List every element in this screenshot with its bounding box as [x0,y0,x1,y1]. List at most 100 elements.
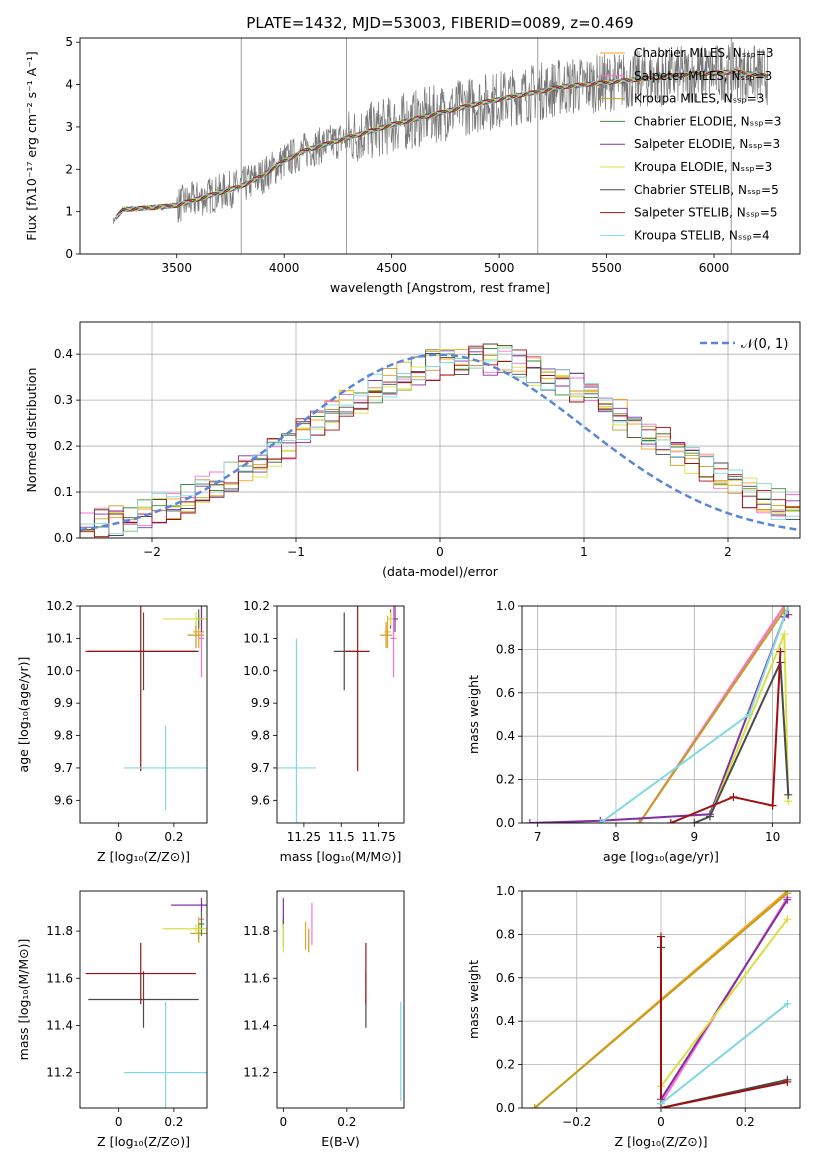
legend-label: Kroupa STELIB, Nₛₛₚ=4 [634,228,770,242]
y-axis-label: mass [log₁₀(M/M⊙)] [16,939,31,1061]
axes-frame [79,890,208,1109]
x-tick-label: 1 [580,545,588,559]
weight-line [638,609,786,823]
chart-title: PLATE=1432, MJD=53003, FIBERID=0089, z=0… [246,14,633,32]
weight-marker [776,647,785,656]
plot-area-age-vs-mass [277,606,399,823]
x-tick-label: 11.75 [361,830,395,844]
y-tick-label: 9.6 [54,793,73,807]
axes-frame [521,605,801,824]
x-tick-label: 0.2 [164,1115,183,1129]
weight-marker [596,819,605,823]
x-tick-label: 0.2 [736,1115,755,1129]
y-tick-label: 10.0 [46,664,73,678]
legend-label: 𝒩(0, 1) [741,337,788,352]
y-tick-label: 9.6 [251,793,270,807]
y-tick-label: 10.2 [243,599,270,613]
weight-line [660,936,788,1108]
weight-marker [780,630,789,639]
y-tick-label: 0.2 [54,439,73,453]
weight-marker [783,895,792,904]
y-tick-label: 0.3 [54,393,73,407]
x-tick-label: 9 [690,830,698,844]
residual-histogram [80,345,800,538]
weight-line [660,918,789,1087]
weight-marker [768,801,777,810]
legend-label: Kroupa ELODIE, Nₛₛₚ=3 [634,160,772,174]
legend-label: Chabrier ELODIE, Nₛₛₚ=3 [634,114,781,128]
y-axis-label: Normed distribution [24,368,39,493]
plot-area-weight-vs-Z [530,891,792,1108]
weight-line [670,651,782,823]
weight-line [660,899,789,1100]
weight-marker [784,790,793,799]
weight-marker [729,792,738,801]
axes-frame [521,890,801,1109]
legend-label: Salpeter MILES, Nₛₛₚ=3 [634,69,772,83]
x-tick-label: 0.2 [337,1115,356,1129]
y-tick-label: 11.6 [46,971,73,985]
plot-area-residuals [80,343,800,538]
plot-area-mass-vs-ebv [282,898,402,1101]
y-tick-label: 0.4 [496,1014,515,1028]
y-tick-label: 0.6 [496,686,515,700]
x-tick-label: 0 [657,1115,665,1129]
plot-area-weight-vs-age [525,606,793,823]
y-tick-label: 11.6 [243,971,270,985]
x-tick-label: 4500 [376,261,407,275]
y-tick-label: 11.8 [243,924,270,938]
x-axis-label: mass [log₁₀(M/M⊙)] [280,849,402,864]
data-spectrum-line [112,41,769,225]
y-tick-label: 0.0 [496,1101,515,1115]
x-axis-label: (data-model)/error [382,564,499,579]
plot-area-age-vs-Z [85,606,207,811]
y-tick-label: 10.1 [243,631,270,645]
weight-line [660,1003,789,1105]
weight-line [693,661,790,823]
x-tick-label: 0 [280,1115,288,1129]
y-tick-label: 0.4 [54,347,73,361]
y-tick-label: 9.7 [251,761,270,775]
model-spectrum-line [116,69,769,216]
x-tick-label: 10 [765,830,780,844]
weight-marker [783,999,792,1008]
y-tick-label: 10.1 [46,631,73,645]
y-tick-label: 0.2 [496,773,515,787]
y-tick-label: 4 [65,78,73,92]
weight-marker [530,1104,539,1108]
y-tick-label: 1 [65,205,73,219]
x-tick-label: 11.5 [328,830,355,844]
model-spectrum-line [116,69,768,217]
y-axis-label: mass weight [466,960,481,1039]
x-tick-label: 3500 [161,261,192,275]
y-tick-label: 9.9 [251,696,270,710]
model-spectrum-line [116,69,769,217]
y-tick-label: 0.6 [496,971,515,985]
x-tick-label: −2 [143,545,161,559]
residual-histogram [80,343,800,536]
y-tick-label: 9.8 [251,729,270,743]
axes-frame [79,605,208,824]
y-tick-label: 10.2 [46,599,73,613]
y-tick-label: 0.0 [54,531,73,545]
y-axis-label: age [log₁₀(age/yr)] [16,657,31,773]
weight-line [660,947,788,1108]
x-axis-label: age [log₁₀(age/yr)] [603,849,719,864]
y-tick-label: 11.4 [46,1018,73,1032]
y-tick-label: 0.0 [496,816,515,830]
weight-marker [525,819,534,823]
weight-marker [635,819,644,823]
y-axis-label: mass weight [466,675,481,754]
y-tick-label: 1.0 [496,599,515,613]
x-tick-label: 6000 [699,261,730,275]
x-tick-label: 0 [115,830,123,844]
legend-label: Kroupa MILES, Nₛₛₚ=3 [634,92,764,106]
y-axis-label: Flux [fλ10⁻¹⁷ erg cm⁻² s⁻¹ A⁻¹] [24,51,39,240]
y-tick-label: 0.1 [54,485,73,499]
axes-frame [276,605,405,824]
x-tick-label: −0.2 [562,1115,591,1129]
y-tick-label: 11.8 [46,924,73,938]
y-tick-label: 9.9 [54,696,73,710]
y-tick-label: 2 [65,162,73,176]
